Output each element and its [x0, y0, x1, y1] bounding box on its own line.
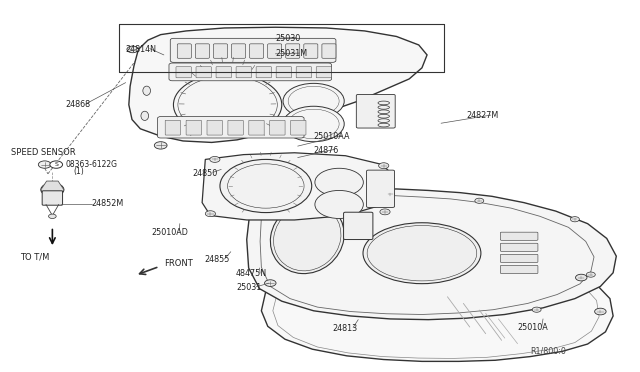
FancyBboxPatch shape [500, 254, 538, 262]
FancyBboxPatch shape [250, 44, 264, 58]
Circle shape [50, 161, 63, 168]
Circle shape [178, 76, 277, 134]
FancyBboxPatch shape [169, 63, 332, 81]
Polygon shape [260, 196, 594, 314]
FancyBboxPatch shape [500, 243, 538, 251]
Polygon shape [273, 254, 599, 359]
FancyBboxPatch shape [232, 44, 246, 58]
FancyBboxPatch shape [157, 116, 304, 138]
Circle shape [205, 211, 216, 217]
Text: 24852M: 24852M [92, 199, 124, 208]
Circle shape [173, 73, 282, 136]
FancyBboxPatch shape [213, 44, 227, 58]
Circle shape [288, 109, 339, 139]
FancyBboxPatch shape [165, 120, 180, 135]
Circle shape [154, 142, 167, 149]
Circle shape [532, 307, 541, 312]
Circle shape [283, 106, 344, 142]
FancyBboxPatch shape [216, 67, 231, 78]
FancyBboxPatch shape [291, 120, 306, 135]
Text: R1/800:0: R1/800:0 [531, 347, 566, 356]
Ellipse shape [141, 111, 148, 121]
Text: 25010AD: 25010AD [151, 228, 188, 237]
Ellipse shape [273, 205, 341, 271]
Text: 24813: 24813 [333, 324, 358, 333]
Circle shape [575, 274, 587, 281]
FancyBboxPatch shape [344, 212, 373, 240]
Circle shape [49, 214, 56, 218]
Circle shape [38, 161, 51, 168]
Polygon shape [41, 181, 64, 198]
FancyBboxPatch shape [236, 67, 252, 78]
FancyBboxPatch shape [285, 44, 300, 58]
FancyBboxPatch shape [322, 44, 336, 58]
Circle shape [228, 164, 304, 208]
Circle shape [570, 217, 579, 222]
Polygon shape [261, 248, 613, 361]
FancyBboxPatch shape [176, 67, 191, 78]
FancyBboxPatch shape [256, 67, 271, 78]
Text: 24876: 24876 [314, 146, 339, 155]
Text: 24855: 24855 [204, 255, 229, 264]
Text: S: S [54, 162, 58, 167]
FancyBboxPatch shape [207, 120, 222, 135]
Circle shape [283, 83, 344, 119]
Ellipse shape [363, 223, 481, 284]
Circle shape [220, 160, 312, 212]
Circle shape [475, 198, 484, 203]
Text: 24827M: 24827M [467, 111, 499, 121]
FancyBboxPatch shape [500, 232, 538, 240]
Ellipse shape [143, 86, 150, 95]
FancyBboxPatch shape [304, 44, 318, 58]
Text: 48475N: 48475N [236, 269, 267, 278]
Text: 25031: 25031 [236, 283, 261, 292]
Text: 08363-6122G: 08363-6122G [65, 160, 117, 169]
Text: SPEED SENSOR: SPEED SENSOR [11, 148, 76, 157]
Circle shape [315, 190, 364, 218]
Text: FRONT: FRONT [164, 259, 193, 268]
Text: (1): (1) [74, 167, 84, 176]
Polygon shape [202, 153, 394, 220]
FancyBboxPatch shape [186, 120, 202, 135]
Circle shape [264, 280, 276, 286]
Circle shape [315, 168, 364, 196]
Circle shape [127, 46, 138, 53]
FancyBboxPatch shape [276, 67, 291, 78]
Text: 24814N: 24814N [125, 45, 157, 54]
FancyBboxPatch shape [196, 67, 211, 78]
FancyBboxPatch shape [42, 191, 63, 205]
Circle shape [41, 183, 64, 196]
FancyBboxPatch shape [356, 94, 395, 128]
FancyBboxPatch shape [195, 44, 209, 58]
Text: TO T/M: TO T/M [20, 252, 50, 262]
Circle shape [379, 163, 389, 169]
Text: 25010AA: 25010AA [314, 132, 350, 141]
FancyBboxPatch shape [296, 67, 312, 78]
Ellipse shape [367, 225, 477, 281]
Polygon shape [246, 189, 616, 320]
Text: 25031M: 25031M [275, 49, 307, 58]
Polygon shape [129, 27, 427, 142]
Circle shape [380, 209, 390, 215]
Text: 25010A: 25010A [518, 323, 548, 331]
FancyBboxPatch shape [270, 120, 285, 135]
Text: 24868: 24868 [65, 100, 90, 109]
FancyBboxPatch shape [500, 265, 538, 273]
FancyBboxPatch shape [249, 120, 264, 135]
FancyBboxPatch shape [367, 170, 394, 208]
Ellipse shape [270, 202, 344, 273]
Circle shape [288, 86, 339, 116]
Text: 24850: 24850 [193, 169, 218, 177]
FancyBboxPatch shape [177, 44, 191, 58]
Circle shape [210, 157, 220, 162]
Text: 25030: 25030 [275, 34, 301, 43]
FancyBboxPatch shape [316, 67, 332, 78]
FancyBboxPatch shape [170, 38, 336, 62]
Circle shape [386, 192, 394, 197]
FancyBboxPatch shape [268, 44, 282, 58]
FancyBboxPatch shape [228, 120, 243, 135]
Circle shape [586, 272, 595, 277]
Circle shape [595, 308, 606, 315]
